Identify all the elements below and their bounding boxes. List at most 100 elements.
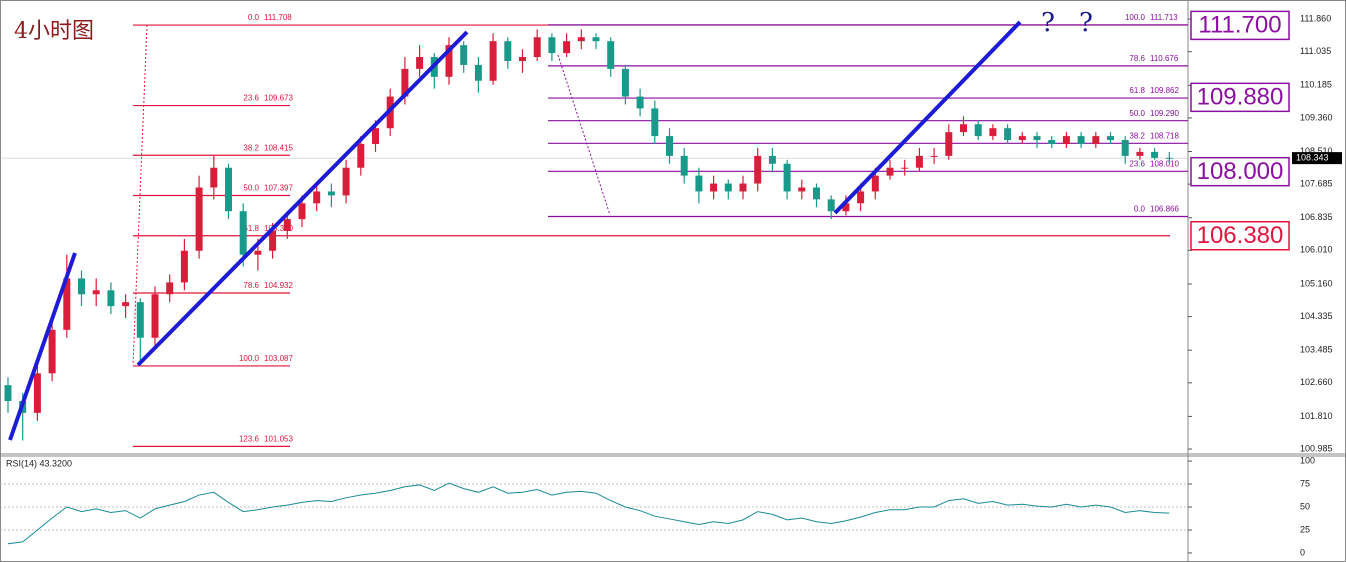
candle-body	[695, 175, 703, 192]
candle-body	[4, 385, 12, 401]
rsi-panel: 0 25 50 75 100	[0, 455, 1315, 557]
candle-body	[372, 128, 379, 145]
y-tick-label: 111.035	[1300, 46, 1331, 56]
candle-body	[195, 187, 203, 251]
fib-price: 106.866	[1150, 205, 1179, 214]
key-level-box	[1190, 10, 1290, 41]
candle-body	[33, 373, 41, 413]
fib-price: 107.397	[264, 184, 293, 193]
fib-ratio: 38.2	[1129, 131, 1145, 140]
candle-body	[945, 132, 953, 156]
fib-ratio: 78.6	[243, 281, 259, 290]
fib-ratio: 50.0	[243, 184, 259, 193]
candle-body	[871, 175, 879, 192]
candle-body	[1018, 136, 1026, 141]
candle-body	[533, 37, 541, 58]
fib-price: 111.708	[264, 13, 292, 22]
y-tick-label: 108.510	[1300, 146, 1333, 156]
y-tick-label: 103.485	[1300, 345, 1333, 355]
y-tick-label: 50	[1300, 501, 1310, 511]
candle-body	[1033, 136, 1041, 141]
candle-body	[901, 167, 909, 169]
annotation: ?	[1041, 8, 1055, 38]
fib-ratio: 123.6	[239, 434, 260, 443]
candle-body	[122, 302, 130, 307]
fib-price: 106.380	[264, 224, 293, 233]
candle-body	[930, 155, 938, 157]
candle-body	[225, 167, 232, 212]
candle-body	[474, 64, 482, 81]
candle-body	[283, 219, 291, 231]
candle-body	[92, 290, 100, 295]
y-tick-label: 107.685	[1300, 179, 1333, 189]
fib-ratio: 50.0	[1129, 109, 1145, 118]
fib-ratio: 61.8	[243, 224, 259, 233]
candle-body	[1004, 128, 1012, 141]
candle-body	[357, 144, 365, 168]
y-tick-label: 102.660	[1300, 377, 1333, 387]
fib-ratio: 23.6	[1129, 159, 1145, 168]
fib-anchor	[132, 24, 148, 366]
fib-price: 109.862	[1150, 86, 1179, 95]
fib-price: 108.010	[1150, 159, 1179, 168]
candle-body	[445, 45, 453, 77]
fib-ratio: 0.0	[248, 13, 260, 22]
fib-price: 104.932	[264, 281, 293, 290]
candle-body	[1151, 151, 1159, 158]
y-tick-label: 106.835	[1300, 212, 1333, 222]
candle-body	[1092, 136, 1100, 145]
fib-price: 109.673	[264, 94, 293, 103]
fib-price: 103.087	[264, 354, 293, 363]
fib-ratio: 100.0	[1125, 13, 1146, 22]
key-level-label: 111.700	[1198, 12, 1281, 39]
y-tick-label: 0	[1300, 547, 1305, 557]
candle-body	[651, 108, 659, 137]
fib-price: 101.053	[264, 434, 293, 443]
candle-body	[48, 329, 56, 374]
fib-price: 109.290	[1150, 109, 1179, 118]
key-level-label: 109.880	[1197, 84, 1284, 111]
y-tick-label: 25	[1300, 524, 1310, 534]
candle-body	[666, 136, 673, 156]
candle-body	[827, 199, 835, 212]
key-level-label: 108.000	[1197, 158, 1284, 185]
current-price-box	[1292, 152, 1342, 165]
candle-body	[489, 41, 497, 81]
y-tick-label: 100.985	[1300, 443, 1333, 453]
candle-body	[136, 302, 144, 338]
trend-line	[8, 252, 77, 441]
candle-body	[166, 282, 174, 295]
candle-body	[519, 57, 526, 61]
y-tick-label: 111.860	[1300, 13, 1331, 23]
candle-body	[254, 250, 262, 255]
candle-body	[813, 187, 820, 200]
candle-body	[1165, 157, 1173, 159]
price-panel: 111.860 111.035 110.185 109.360 108.510 107.6…	[0, 10, 1342, 453]
candle-body	[842, 203, 850, 212]
candle-body	[239, 211, 247, 255]
fib-ratio: 100.0	[239, 354, 260, 363]
candle-body	[327, 191, 335, 196]
y-tick-label: 100	[1300, 455, 1315, 465]
fib-price: 108.415	[264, 143, 293, 152]
candle-body	[548, 37, 556, 54]
y-tick-label: 110.185	[1300, 80, 1332, 90]
y-tick-label: 106.010	[1300, 245, 1333, 255]
candle-body	[724, 183, 732, 192]
candle-body	[710, 183, 718, 192]
candle-body	[577, 37, 585, 42]
rsi-line	[7, 482, 1170, 545]
candle-body	[269, 230, 277, 251]
candle-body	[1121, 140, 1129, 156]
fib-price: 108.718	[1150, 131, 1179, 140]
candle-body	[960, 124, 967, 133]
candle-body	[636, 96, 644, 109]
candle-body	[915, 155, 923, 168]
current-price-label: 108.343	[1296, 152, 1329, 162]
fib-price: 111.713	[1150, 13, 1178, 22]
trend-line	[833, 20, 1022, 215]
candle-body	[504, 41, 512, 61]
candle-body	[298, 203, 306, 220]
